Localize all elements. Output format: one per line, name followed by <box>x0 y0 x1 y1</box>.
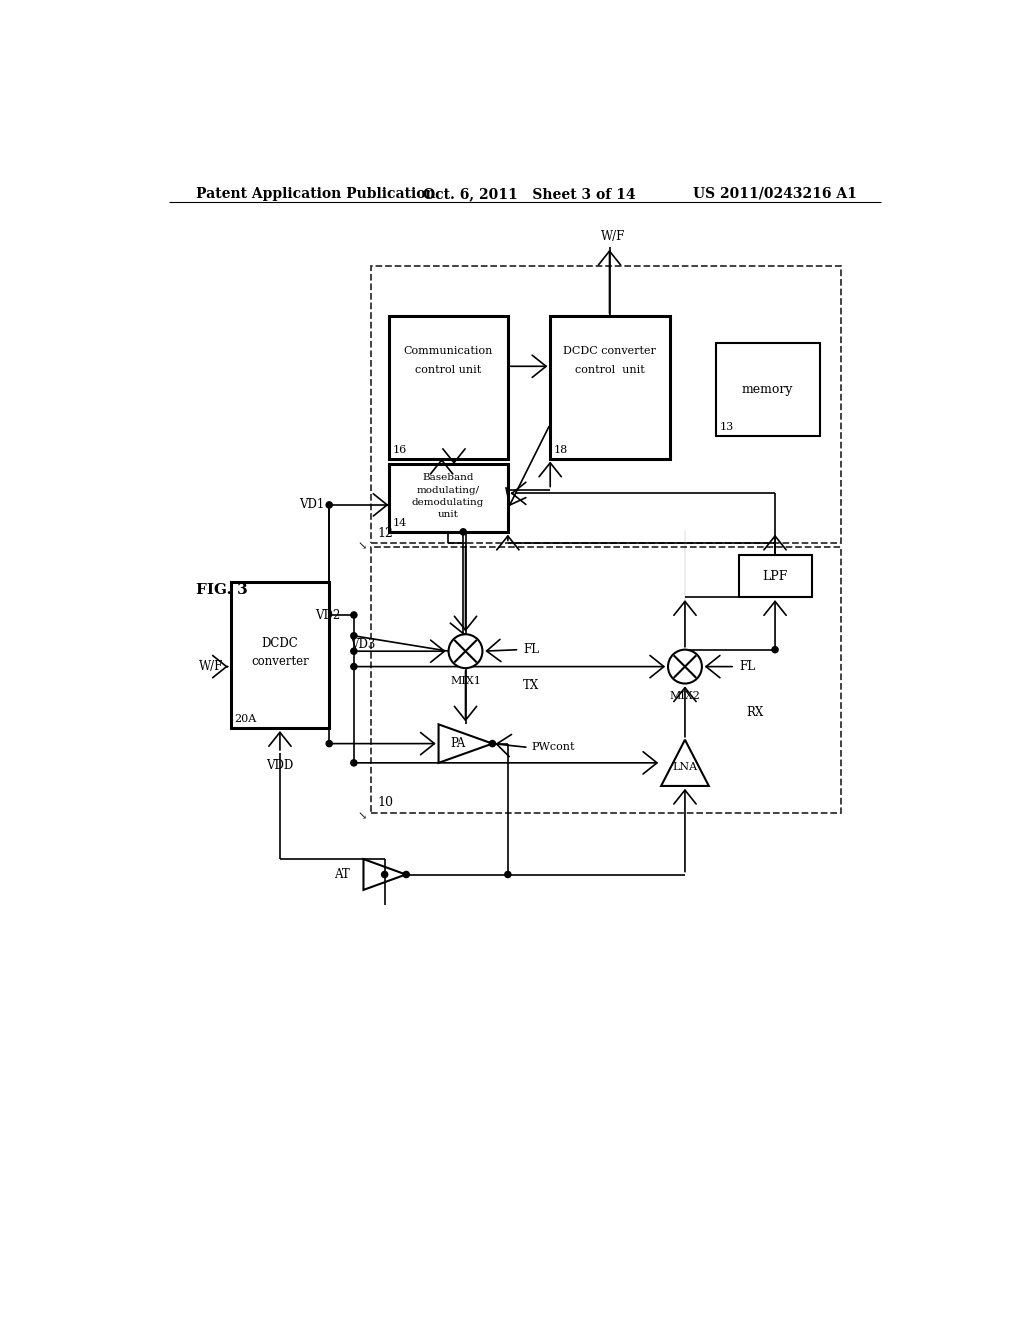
Text: PWcont: PWcont <box>531 742 574 752</box>
Text: 10: 10 <box>377 796 393 809</box>
Text: 20A: 20A <box>234 714 257 725</box>
Circle shape <box>772 647 778 653</box>
Text: FL: FL <box>523 643 540 656</box>
Text: MIX2: MIX2 <box>670 692 700 701</box>
Text: VD2: VD2 <box>314 609 340 622</box>
Circle shape <box>403 871 410 878</box>
Circle shape <box>351 760 357 766</box>
Text: FL: FL <box>739 660 755 673</box>
Bar <box>550 317 670 459</box>
Text: 16: 16 <box>392 445 407 455</box>
Text: MIX1: MIX1 <box>451 676 481 686</box>
Bar <box>388 317 508 459</box>
Text: 13: 13 <box>720 422 734 432</box>
Bar <box>716 343 819 436</box>
Text: memory: memory <box>741 383 794 396</box>
Text: control unit: control unit <box>415 366 481 375</box>
Circle shape <box>505 871 511 878</box>
Text: Baseband: Baseband <box>422 474 473 482</box>
Text: AT: AT <box>334 869 350 880</box>
Text: TX: TX <box>523 680 540 693</box>
Text: US 2011/0243216 A1: US 2011/0243216 A1 <box>692 187 856 201</box>
Circle shape <box>351 612 357 618</box>
Text: Oct. 6, 2011   Sheet 3 of 14: Oct. 6, 2011 Sheet 3 of 14 <box>423 187 636 201</box>
Text: converter: converter <box>251 655 309 668</box>
Circle shape <box>460 529 466 535</box>
Text: PA: PA <box>451 737 466 750</box>
Text: 18: 18 <box>554 445 568 455</box>
Circle shape <box>326 741 333 747</box>
Circle shape <box>489 741 496 747</box>
Text: demodulating: demodulating <box>412 498 484 507</box>
Circle shape <box>351 664 357 669</box>
Circle shape <box>351 648 357 655</box>
Circle shape <box>326 502 333 508</box>
Text: 12: 12 <box>377 527 393 540</box>
Bar <box>739 554 812 598</box>
Circle shape <box>351 632 357 639</box>
Text: LPF: LPF <box>762 570 787 583</box>
Text: control  unit: control unit <box>574 366 644 375</box>
Text: DCDC: DCDC <box>261 638 298 649</box>
Bar <box>371 548 841 813</box>
Text: modulating/: modulating/ <box>416 486 479 495</box>
Circle shape <box>382 871 388 878</box>
Text: W/F: W/F <box>199 660 223 673</box>
Text: 14: 14 <box>392 517 407 528</box>
Text: FIG. 3: FIG. 3 <box>196 582 248 597</box>
Text: ↘: ↘ <box>357 812 367 821</box>
Text: RX: RX <box>746 706 764 719</box>
Text: VD1: VD1 <box>299 499 325 511</box>
Bar <box>371 267 841 544</box>
Text: DCDC converter: DCDC converter <box>563 346 656 356</box>
Text: VDD: VDD <box>266 759 294 772</box>
Text: ↘: ↘ <box>357 543 367 552</box>
Text: unit: unit <box>437 511 458 519</box>
Text: Communication: Communication <box>403 346 493 356</box>
Circle shape <box>449 635 482 668</box>
Text: W/F: W/F <box>601 230 626 243</box>
Circle shape <box>668 649 701 684</box>
Bar <box>230 582 330 729</box>
Bar <box>388 465 508 532</box>
Text: Patent Application Publication: Patent Application Publication <box>196 187 435 201</box>
Text: VD3: VD3 <box>350 638 376 651</box>
Text: LNA: LNA <box>673 762 697 772</box>
